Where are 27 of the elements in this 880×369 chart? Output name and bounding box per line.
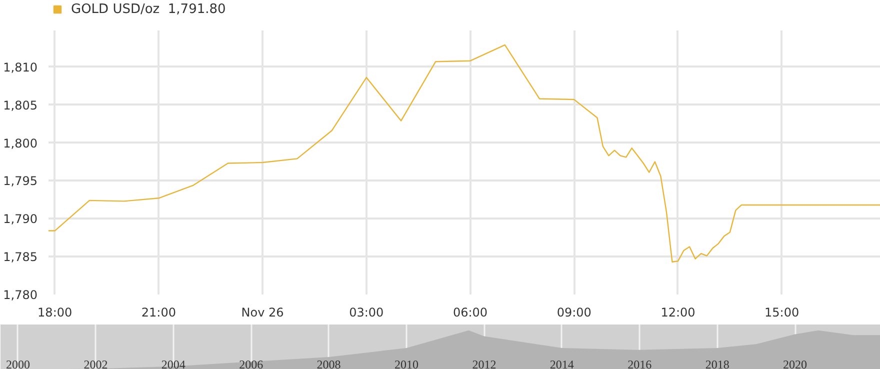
x-tick-label: 12:00 [660, 306, 696, 320]
x-tick-label: 03:00 [349, 306, 384, 320]
y-tick-label: 1,790 [3, 212, 38, 226]
x-tick-label: 2006 [239, 357, 264, 369]
x-tick-label: 09:00 [556, 306, 592, 320]
x-tick-label: 2020 [783, 357, 808, 369]
x-tick-label: 2014 [550, 357, 574, 369]
x-tick-label: 2008 [316, 357, 341, 369]
x-tick-label: 2018 [705, 357, 730, 369]
x-tick-label: 2000 [6, 357, 30, 369]
y-tick-label: 1,795 [3, 174, 38, 188]
y-tick-label: 1,780 [3, 288, 38, 302]
legend-label: GOLD USD/oz 1,791.80 [71, 2, 226, 16]
y-tick-label: 1,810 [3, 60, 38, 74]
x-tick-label: 2004 [161, 357, 186, 369]
x-tick-label: 2002 [84, 357, 108, 369]
x-tick-label: 2010 [394, 357, 419, 369]
x-tick-label: 2012 [472, 357, 496, 369]
x-tick-label: 18:00 [38, 306, 72, 320]
x-tick-label: 15:00 [764, 306, 800, 320]
x-tick-label: 2016 [628, 357, 652, 369]
x-tick-label: Nov 26 [241, 306, 284, 320]
y-tick-label: 1,805 [3, 98, 38, 112]
x-tick-label: 06:00 [452, 306, 488, 320]
y-tick-label: 1,785 [3, 250, 38, 264]
x-tick-label: 21:00 [141, 306, 176, 320]
y-tick-label: 1,800 [3, 136, 38, 150]
